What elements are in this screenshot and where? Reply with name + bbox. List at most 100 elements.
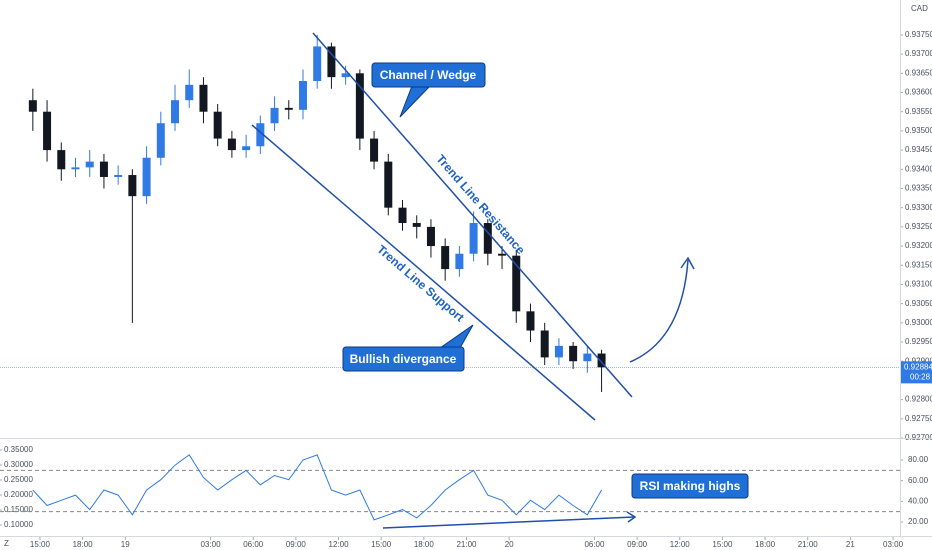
last-price-label: 0.92884 xyxy=(904,362,932,371)
y-tick-label: 0.92750 xyxy=(905,414,932,423)
arrow-head xyxy=(626,511,637,523)
candle-body xyxy=(71,167,80,170)
candle-body xyxy=(298,80,307,110)
y-tick-label: 0.93750 xyxy=(905,30,932,39)
currency-label: CAD xyxy=(911,4,928,13)
arrow-head xyxy=(680,256,695,270)
y-tick-label: 0.93400 xyxy=(905,164,932,173)
x-tick-label: 06:00 xyxy=(584,540,605,549)
x-tick-label: 09:00 xyxy=(627,540,648,549)
candle-body xyxy=(313,46,322,81)
y-tick-label: 0.93100 xyxy=(905,280,932,289)
trend-line-support xyxy=(251,124,596,421)
candle-body xyxy=(341,73,350,78)
x-tick-label: 20 xyxy=(505,540,514,549)
candle-body xyxy=(171,100,180,124)
candle-body xyxy=(355,73,364,139)
candle-body xyxy=(156,123,165,158)
callout-box xyxy=(631,473,749,499)
y-tick-label: 0.20000 xyxy=(4,490,33,499)
callout-box xyxy=(371,62,486,88)
candle-body xyxy=(114,175,123,177)
candle-body xyxy=(327,46,336,78)
candle-body xyxy=(398,207,407,224)
candle-body xyxy=(597,353,606,368)
y2-tick-label: 40.00 xyxy=(908,496,929,505)
candle-body xyxy=(526,311,535,331)
candle-body xyxy=(384,161,393,208)
y-tick-label: 0.93000 xyxy=(905,318,932,327)
candle-body xyxy=(554,345,563,358)
candle-body xyxy=(426,226,435,247)
x-tick-label: 09:00 xyxy=(286,540,307,549)
y-tick-label: 0.30000 xyxy=(4,460,33,469)
x-tick-label: 21 xyxy=(846,540,855,549)
callout-text: Channel / Wedge xyxy=(380,68,477,82)
y-tick-label: 0.25000 xyxy=(4,475,33,484)
candle-body xyxy=(199,84,208,112)
y-tick-label: 0.93350 xyxy=(905,184,932,193)
candle-body xyxy=(498,253,507,256)
x-tick-label: 18:00 xyxy=(73,540,94,549)
candle-body xyxy=(128,175,137,197)
x-tick-label: 03:00 xyxy=(883,540,904,549)
candle-body xyxy=(213,111,222,139)
y2-tick-label: 60.00 xyxy=(908,476,929,485)
curved-arrow xyxy=(629,259,689,363)
y-tick-label: 0.35000 xyxy=(4,445,33,454)
y-tick-label: 0.92950 xyxy=(905,337,932,346)
y-tick-label: 0.93550 xyxy=(905,107,932,116)
candle-body xyxy=(227,138,236,151)
rsi-arrow xyxy=(382,516,635,529)
trend-line-resistance xyxy=(312,32,633,398)
candle-body xyxy=(43,111,52,151)
y-tick-label: 0.10000 xyxy=(4,520,33,529)
candle-body xyxy=(28,100,37,112)
candle-body xyxy=(284,107,293,110)
scale-button[interactable]: Z xyxy=(4,539,9,548)
candle-body xyxy=(57,150,66,170)
candle-body xyxy=(99,161,108,177)
y-tick-label: 0.93200 xyxy=(905,241,932,250)
y-tick-label: 0.93150 xyxy=(905,260,932,269)
y-tick-label: 0.92800 xyxy=(905,395,932,404)
candle-body xyxy=(569,345,578,362)
rsi-line xyxy=(32,454,603,521)
x-tick-label: 12:00 xyxy=(329,540,350,549)
last-price-tag xyxy=(901,361,932,384)
candle-body xyxy=(242,146,251,151)
y2-tick-label: 80.00 xyxy=(908,455,929,464)
candle-body xyxy=(469,223,478,254)
x-tick-label: 06:00 xyxy=(243,540,264,549)
x-tick-label: 21:00 xyxy=(456,540,477,549)
y-tick-label: 0.15000 xyxy=(4,505,33,514)
x-tick-label: 15:00 xyxy=(371,540,392,549)
callout-box xyxy=(342,346,465,372)
x-tick-label: 21:00 xyxy=(798,540,819,549)
y-tick-label: 0.93250 xyxy=(905,222,932,231)
candle-body xyxy=(455,253,464,270)
x-tick-label: 15:00 xyxy=(30,540,51,549)
y-tick-label: 0.93650 xyxy=(905,68,932,77)
y-tick-label: 0.93600 xyxy=(905,88,932,97)
y-tick-label: 0.93700 xyxy=(905,49,932,58)
candle-body xyxy=(142,157,151,197)
candle-body xyxy=(512,255,521,312)
candle-body xyxy=(540,330,549,358)
candle-body xyxy=(256,123,265,147)
y-tick-label: 0.92900 xyxy=(905,356,932,365)
candle-body xyxy=(583,353,592,362)
x-tick-label: 12:00 xyxy=(670,540,691,549)
y-tick-label: 0.93050 xyxy=(905,299,932,308)
x-tick-label: 15:00 xyxy=(712,540,733,549)
x-tick-label: 03:00 xyxy=(201,540,222,549)
candle-body xyxy=(412,223,421,227)
y-tick-label: 0.93450 xyxy=(905,145,932,154)
x-tick-label: 19 xyxy=(121,540,130,549)
y-tick-label: 0.93300 xyxy=(905,203,932,212)
y-tick-label: 0.92700 xyxy=(905,433,932,442)
candle-body xyxy=(185,84,194,101)
candle-body xyxy=(370,138,379,162)
